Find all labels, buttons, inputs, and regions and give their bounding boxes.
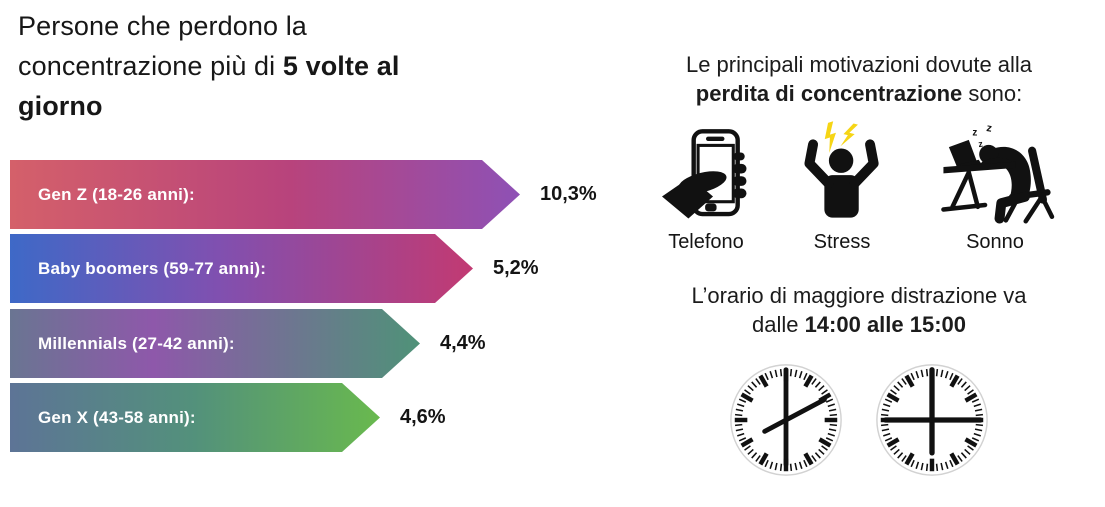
bar-gen-z: Gen Z (18-26 anni): (10, 160, 520, 229)
bar-value: 4,4% (440, 332, 486, 354)
bar-label: Gen X (43-58 anni): (38, 407, 196, 427)
bar-value: 5,2% (493, 257, 539, 279)
motivation-item-stress: Stress (796, 120, 888, 254)
bar-label: Gen Z (18-26 anni): (38, 184, 195, 204)
distraction-time-heading: L’orario di maggiore distrazione va dall… (620, 281, 1098, 339)
page-title: Persone che perdono la concentrazione pi… (18, 6, 399, 126)
motivations-icon-row: Telefono Stress z z z (620, 120, 1098, 254)
svg-text:z: z (972, 127, 977, 138)
time-heading-line-2: dalle 14:00 alle 15:00 (751, 312, 967, 337)
title-line-3: giorno (18, 91, 103, 121)
bar-value: 4,6% (400, 406, 446, 428)
bar-label: Baby boomers (59-77 anni): (38, 258, 267, 278)
motivations-heading-line-1: Le principali motivazioni dovute alla (685, 52, 1033, 77)
title-line-2: concentrazione più di 5 volte al (18, 51, 400, 81)
clock-row (620, 362, 1098, 478)
svg-text:z: z (978, 139, 984, 150)
icon-label-telefono: Telefono (668, 231, 744, 253)
bar-row-baby-boomers: Baby boomers (59-77 anni): 5,2% (10, 234, 539, 303)
bar-baby-boomers: Baby boomers (59-77 anni): (10, 234, 473, 303)
bar-row-millennials: Millennials (27-42 anni): 4,4% (10, 309, 486, 378)
svg-text:z: z (985, 122, 993, 135)
bar-row-gen-z: Gen Z (18-26 anni): 10,3% (10, 160, 597, 229)
time-heading-line-1: L’orario di maggiore distrazione va (691, 283, 1027, 308)
motivations-heading: Le principali motivazioni dovute alla pe… (620, 50, 1098, 108)
icon-label-sonno: Sonno (966, 231, 1024, 253)
motivation-item-telefono: Telefono (662, 120, 750, 254)
clock-icon-15-00 (876, 364, 988, 476)
motivations-heading-line-2: perdita di concentrazione sono: (695, 81, 1023, 106)
bar-gen-x: Gen X (43-58 anni): (10, 383, 380, 452)
sleeping-at-desk-icon: z z z (941, 122, 1055, 224)
lightning-icon (824, 121, 836, 153)
motivation-item-sonno: z z z (934, 120, 1056, 254)
icon-label-stress: Stress (813, 231, 871, 253)
bar-row-gen-x: Gen X (43-58 anni): 4,6% (10, 383, 446, 452)
stress-icon (804, 121, 879, 218)
bar-millennials: Millennials (27-42 anni): (10, 309, 420, 378)
phone-in-hand-icon (662, 129, 747, 219)
bar-value: 10,3% (540, 183, 597, 205)
clock-icon-14-00 (730, 364, 842, 476)
lightning-icon (840, 123, 858, 147)
bar-label: Millennials (27-42 anni): (38, 333, 235, 353)
title-line-1: Persone che perdono la (18, 11, 307, 41)
